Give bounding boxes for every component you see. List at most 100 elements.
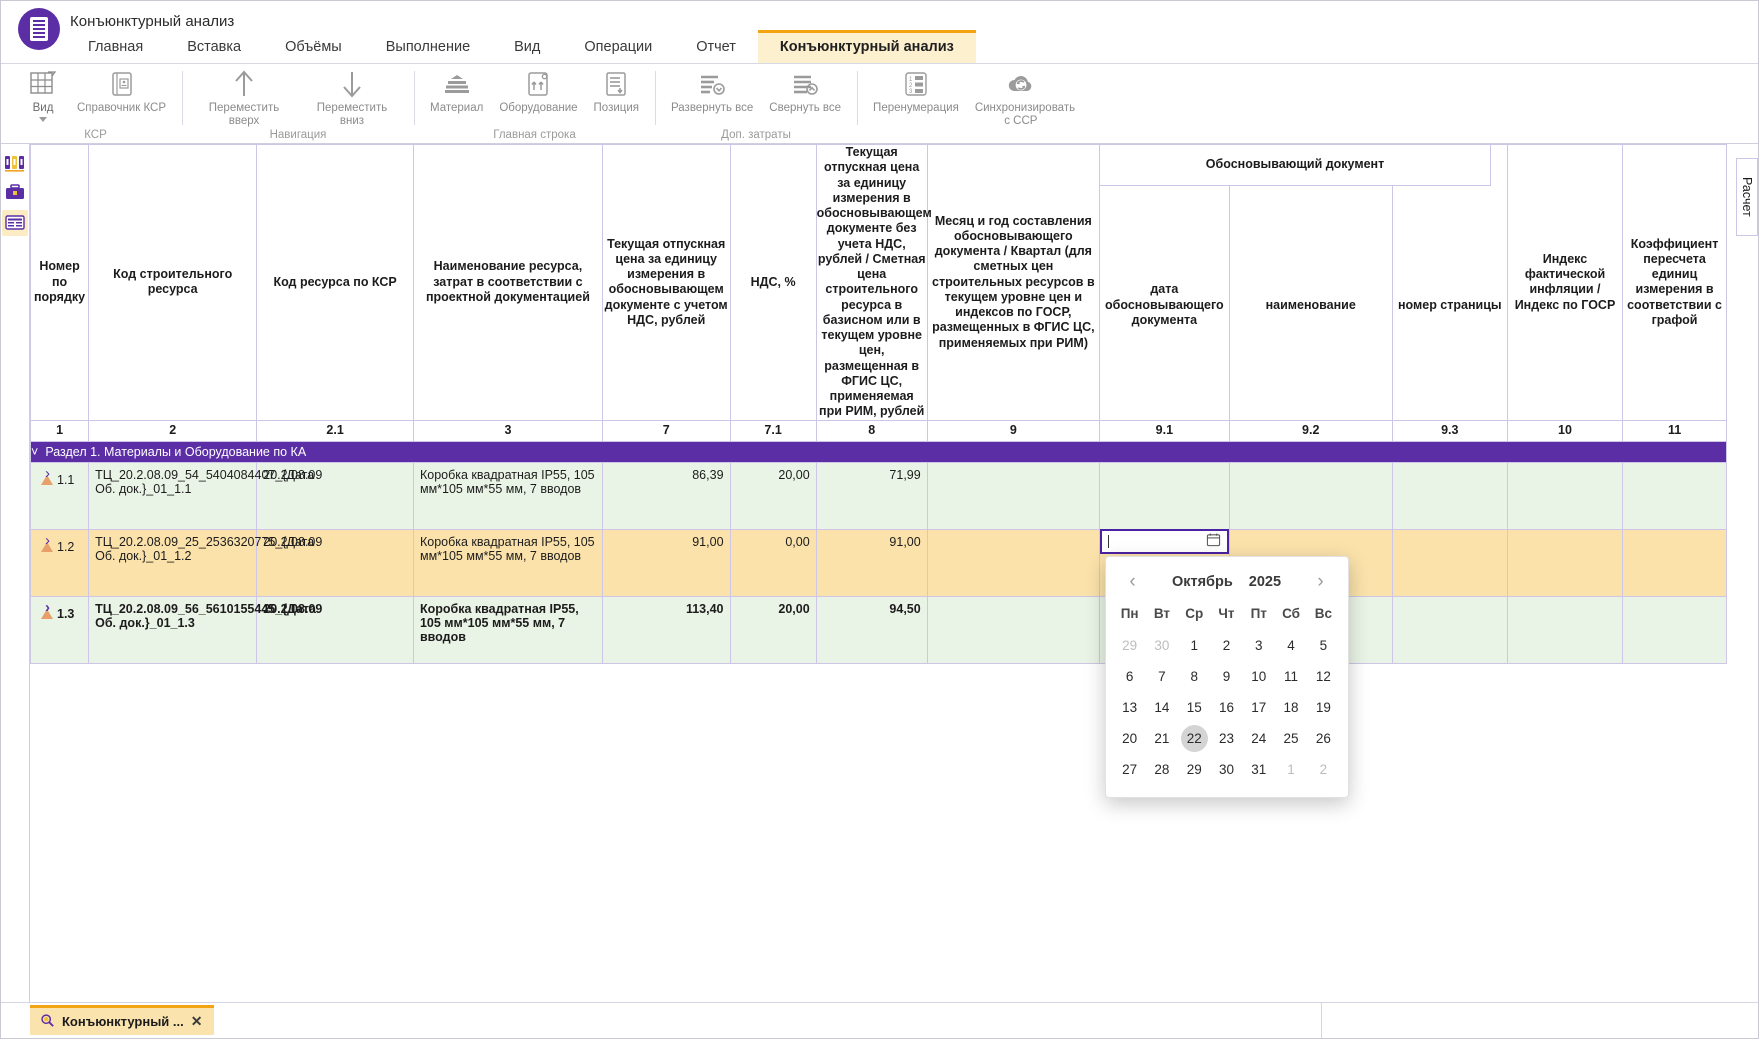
calendar-day-cell[interactable]: 10 [1243,661,1275,692]
ribbon-tab-3[interactable]: Выполнение [385,39,471,55]
cell-doc_name[interactable] [1228,461,1393,530]
close-icon[interactable]: ✕ [190,1013,203,1029]
cell-coef[interactable] [1622,461,1727,530]
ribbon-tab-0[interactable]: Главная [88,39,144,55]
calendar-day-cell[interactable]: 31 [1243,754,1275,785]
ribbon-tab-6[interactable]: Отчет [696,39,736,55]
table-row[interactable]: 1.2 › ТЦ_20.2.08.09_25_2536320775_{Дата Об… [30,528,1727,597]
column-header-ksr[interactable]: Код ресурса по КСР [256,144,414,421]
cell-vat[interactable]: 20,00 [729,461,817,530]
ribbon-tab-5[interactable]: Операции [584,39,653,55]
ribbon-button-arrow-up[interactable]: Переместить вверх [190,65,298,128]
cell-ksr[interactable]: 20.2.08.09 [256,528,414,597]
calendar-day-cell[interactable]: 5 [1307,630,1339,661]
calendar-day-cell[interactable]: 17 [1243,692,1275,723]
chevron-down-icon[interactable] [39,117,47,123]
row-expander-icon[interactable]: › [45,598,50,616]
cell-price_novat[interactable]: 71,99 [815,461,928,530]
table-row[interactable]: 1.1 › ТЦ_20.2.08.09_54_5404084407_{Дата Об… [30,461,1727,530]
cell-ksr[interactable]: 20.2.08.09 [256,461,414,530]
cell-code[interactable]: ТЦ_20.2.08.09_54_5404084407_{Дата Об. до… [88,461,314,530]
cell-price_novat[interactable]: 94,50 [815,595,928,664]
column-header-num[interactable]: Номер по порядку [30,144,90,421]
calendar-day-cell[interactable]: 6 [1114,661,1146,692]
ribbon-button-arrow-down[interactable]: Переместить вниз [298,65,406,128]
calendar-day-cell[interactable]: 15 [1178,692,1210,723]
cell-month[interactable] [926,461,1101,530]
cell-vat[interactable]: 0,00 [729,528,817,597]
right-side-tab-raschet[interactable]: Расчет [1736,158,1758,236]
column-header-vat[interactable]: НДС, % [729,144,817,421]
cell-doc_date[interactable] [1099,461,1230,530]
calendar-day-cell[interactable]: 14 [1146,692,1178,723]
cell-doc_page[interactable] [1391,595,1508,664]
ribbon-button-renumber[interactable]: 1 2 3 Перенумерация [865,65,967,115]
calendar-day-cell[interactable]: 12 [1307,661,1339,692]
column-header-month[interactable]: Месяц и год составления обосновывающего … [926,144,1101,421]
column-header-coef[interactable]: Коэффициент пересчета единиц измерения в… [1622,144,1727,421]
cell-infl_index[interactable] [1506,461,1624,530]
calendar-day-cell[interactable]: 27 [1114,754,1146,785]
table-row[interactable]: 1.3 › ТЦ_20.2.08.09_56_5610155445_{Дата Об… [30,595,1727,664]
calendar-day-cell[interactable]: 24 [1243,723,1275,754]
section-row[interactable]: ˅ Раздел 1. Материалы и Оборудование по К… [30,440,1727,463]
calendar-day-cell[interactable]: 9 [1210,661,1242,692]
ribbon-tab-7[interactable]: Конъюнктурный анализ [757,30,976,63]
cell-ksr[interactable]: 20.2.08.09 [256,595,414,664]
row-index-cell[interactable]: 1.1 › [30,461,90,530]
ribbon-button-equipment[interactable]: Оборудование [491,65,585,115]
ribbon-button-collapse-all[interactable]: Свернуть все [761,65,849,115]
calendar-day-cell[interactable]: 7 [1146,661,1178,692]
ribbon-button-book-reference[interactable]: Справочник КСР [69,65,174,115]
date-picker-popup[interactable]: ‹ Октябрь 2025 › Пн Вт Ср Чт Пт Сб Вс 29 30 1 2 3 4… [1104,556,1349,799]
row-expander-icon[interactable]: › [45,464,50,482]
prev-month-button[interactable]: ‹ [1129,571,1136,592]
calendar-day-cell[interactable]: 29 [1178,754,1210,785]
calendar-day-cell[interactable]: 21 [1146,723,1178,754]
ribbon-button-position-list[interactable]: Позиция [586,65,647,115]
ribbon-tab-2[interactable]: Объёмы [285,39,342,55]
calendar-day-cell[interactable]: 28 [1146,754,1178,785]
cell-code[interactable]: ТЦ_20.2.08.09_56_5610155445_{Дата Об. до… [88,595,316,664]
cell-price_vat[interactable]: 86,39 [601,461,731,530]
year-label[interactable]: 2025 [1248,574,1282,590]
calendar-day-cell[interactable]: 4 [1275,630,1307,661]
month-label[interactable]: Октябрь [1171,574,1233,590]
calendar-day-cell[interactable]: 18 [1275,692,1307,723]
calendar-day-cell[interactable]: 2 [1210,630,1242,661]
ribbon-tab-1[interactable]: Вставка [187,39,242,55]
calendar-day-cell[interactable]: 30 [1210,754,1242,785]
calendar-day-cell[interactable]: 19 [1307,692,1339,723]
ribbon-tab-4[interactable]: Вид [514,39,541,55]
cell-infl_index[interactable] [1506,528,1624,597]
cell-code[interactable]: ТЦ_20.2.08.09_25_2536320775_{Дата Об. до… [88,528,314,597]
next-month-button[interactable]: › [1317,571,1324,592]
column-header-price_novat[interactable]: Текущая отпускная цена за единицу измере… [815,144,932,421]
column-header-infl_index[interactable]: Индекс фактической инфляции / Индекс по … [1506,144,1624,421]
column-header-price_vat[interactable]: Текущая отпускная цена за единицу измере… [601,144,731,421]
folders-icon[interactable] [2,150,28,176]
calendar-day-cell[interactable]: 2 [1307,754,1339,785]
cell-month[interactable] [926,595,1101,664]
column-header-doc_date[interactable]: Обосновывающий документ дата обосновывающ… [1099,144,1491,421]
cell-price_vat[interactable]: 91,00 [601,528,731,597]
ribbon-button-sync-cloud[interactable]: Синхронизировать с ССР [967,65,1075,128]
row-expander-icon[interactable]: › [45,531,50,549]
calendar-day-cell[interactable]: 13 [1114,692,1146,723]
chevron-down-icon[interactable]: ˅ [31,444,39,459]
calendar-day-cell[interactable]: 3 [1243,630,1275,661]
ribbon-button-grid-view[interactable]: Вид [17,65,69,123]
calendar-icon[interactable] [1206,532,1221,552]
calendar-day-cell[interactable]: 1 [1178,630,1210,661]
calendar-day-cell[interactable]: 16 [1210,692,1242,723]
column-header-code[interactable]: Код строительного ресурса [88,144,258,421]
grid-scroll-area[interactable]: Номер по порядку Код строительного ресурс… [30,144,1758,992]
calendar-day-cell[interactable]: 23 [1210,723,1242,754]
row-index-cell[interactable]: 1.2 › [30,528,90,597]
bottom-tab-document[interactable]: Конъюнктурный ... ✕ [30,1005,215,1035]
calendar-day-cell[interactable]: 30 [1146,630,1178,661]
calendar-day-cell[interactable]: 11 [1275,661,1307,692]
ribbon-button-material-stack[interactable]: Материал [422,65,491,115]
column-header-name[interactable]: Наименование ресурса, затрат в соответст… [412,144,603,421]
calendar-day-cell[interactable]: 25 [1275,723,1307,754]
